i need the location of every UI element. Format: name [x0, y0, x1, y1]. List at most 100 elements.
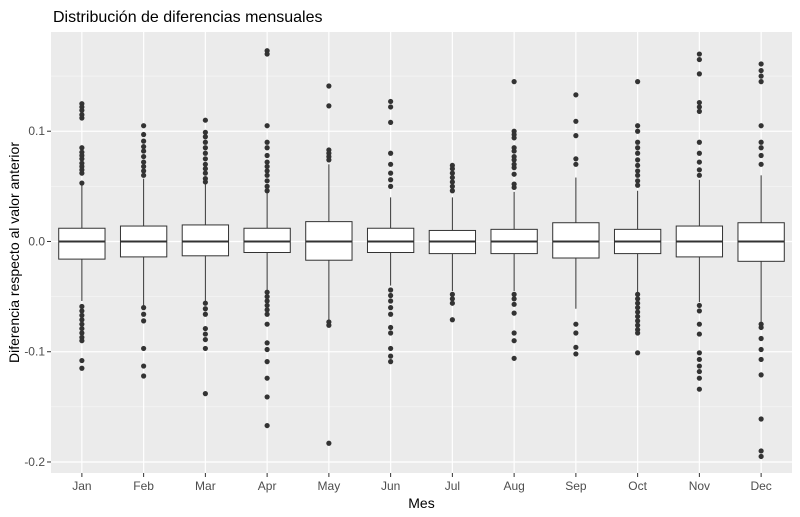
- outlier-point: [758, 67, 764, 74]
- outlier-point: [141, 131, 147, 138]
- outlier-point: [635, 330, 641, 336]
- outlier-point: [79, 180, 85, 186]
- outlier-point: [202, 150, 208, 156]
- box-sep: [552, 92, 600, 357]
- outlier-point: [696, 108, 702, 114]
- outlier-point: [79, 107, 85, 113]
- outlier-point: [573, 133, 579, 139]
- axes-group: 0.1 0.0 -0.1 -0.2 Jan Feb Mar Apr May Jun Jul Aug Se…: [24, 124, 771, 493]
- outlier-point: [758, 123, 764, 129]
- outlier-point: [573, 321, 579, 327]
- outlier-point: [388, 359, 394, 365]
- outlier-point: [635, 168, 641, 174]
- box-may: [305, 83, 353, 446]
- outlier-point: [635, 305, 641, 311]
- outlier-point: [141, 153, 147, 160]
- outlier-point: [141, 345, 147, 352]
- x-tick-label: Sep: [565, 479, 587, 493]
- x-tick-label: Mar: [195, 479, 216, 493]
- outlier-point: [758, 152, 764, 159]
- outlier-point: [449, 300, 455, 306]
- y-tick-label: 0.0: [28, 234, 45, 248]
- outlier-point: [202, 391, 208, 397]
- outlier-point: [696, 150, 702, 156]
- x-tick-label: Feb: [133, 479, 154, 493]
- outlier-point: [264, 123, 270, 129]
- outlier-point: [758, 139, 764, 145]
- outlier-point: [758, 346, 764, 353]
- boxes-group: [58, 48, 785, 460]
- outlier-point: [79, 365, 85, 371]
- outlier-point: [388, 119, 394, 126]
- outlier-point: [449, 317, 455, 323]
- outlier-point: [635, 157, 641, 163]
- y-tick-label: 0.1: [28, 124, 45, 138]
- outlier-point: [758, 79, 764, 85]
- outlier-point: [264, 394, 270, 400]
- outlier-point: [141, 363, 147, 369]
- outlier-point: [264, 302, 270, 309]
- outlier-point: [141, 318, 147, 324]
- outlier-point: [141, 311, 147, 317]
- outlier-point: [696, 51, 702, 57]
- outlier-point: [635, 79, 641, 85]
- outlier-point: [79, 317, 85, 323]
- outlier-point: [573, 92, 579, 98]
- x-tick-label: May: [318, 479, 341, 493]
- outlier-point: [264, 307, 270, 313]
- outlier-point: [696, 104, 702, 110]
- outlier-point: [449, 183, 455, 189]
- outlier-point: [758, 324, 764, 331]
- outlier-point: [264, 159, 270, 165]
- outlier-point: [79, 115, 85, 121]
- outlier-point: [326, 322, 332, 328]
- outlier-point: [696, 386, 702, 392]
- outlier-point: [202, 156, 208, 162]
- outlier-point: [264, 188, 270, 194]
- outlier-point: [635, 172, 641, 178]
- outlier-point: [758, 161, 764, 167]
- y-axis-title: Diferencia respecto al valor anterior: [6, 142, 22, 363]
- x-tick-label: Jun: [381, 479, 400, 493]
- outlier-point: [635, 145, 641, 151]
- outlier-point: [449, 170, 455, 176]
- outlier-point: [326, 157, 332, 163]
- y-tick-label: -0.2: [24, 455, 45, 469]
- outlier-point: [511, 79, 517, 85]
- outlier-point: [511, 135, 517, 141]
- outlier-point: [635, 309, 641, 315]
- outlier-point: [264, 163, 270, 170]
- outlier-point: [635, 139, 641, 145]
- outlier-point: [758, 372, 764, 378]
- outlier-point: [573, 351, 579, 357]
- outlier-point: [758, 61, 764, 67]
- outlier-point: [264, 311, 270, 317]
- outlier-point: [264, 145, 270, 151]
- x-tick-label: Dec: [750, 479, 771, 493]
- outlier-point: [696, 159, 702, 165]
- box-iqr: [181, 224, 230, 257]
- outlier-point: [758, 453, 764, 460]
- box-nov: [675, 51, 724, 392]
- outlier-point: [141, 168, 147, 174]
- outlier-point: [449, 166, 455, 172]
- outlier-point: [388, 298, 394, 304]
- outlier-point: [635, 300, 641, 306]
- outlier-point: [141, 144, 147, 150]
- outlier-point: [388, 287, 394, 293]
- outlier-point: [388, 311, 394, 317]
- outlier-point: [635, 123, 641, 129]
- outlier-point: [696, 321, 702, 327]
- outlier-point: [264, 321, 270, 327]
- outlier-point: [696, 368, 702, 375]
- box-iqr: [552, 222, 600, 259]
- outlier-point: [202, 129, 208, 135]
- outlier-point: [758, 73, 764, 79]
- outlier-point: [141, 138, 147, 144]
- outlier-point: [264, 172, 270, 178]
- outlier-point: [573, 156, 579, 162]
- outlier-point: [202, 161, 208, 167]
- plot-panel: [51, 32, 792, 473]
- outlier-point: [202, 345, 208, 352]
